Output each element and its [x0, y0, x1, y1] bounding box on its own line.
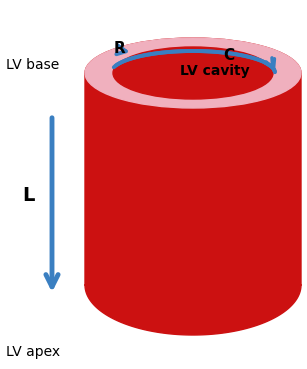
Ellipse shape [113, 47, 273, 99]
Text: LV apex: LV apex [6, 345, 60, 359]
Text: L: L [22, 186, 34, 204]
Ellipse shape [85, 38, 301, 108]
Text: LV cavity: LV cavity [180, 64, 250, 78]
Ellipse shape [85, 38, 301, 108]
Polygon shape [85, 73, 301, 335]
Text: R: R [113, 41, 125, 56]
Text: C: C [224, 48, 235, 63]
Text: LV base: LV base [6, 58, 59, 72]
